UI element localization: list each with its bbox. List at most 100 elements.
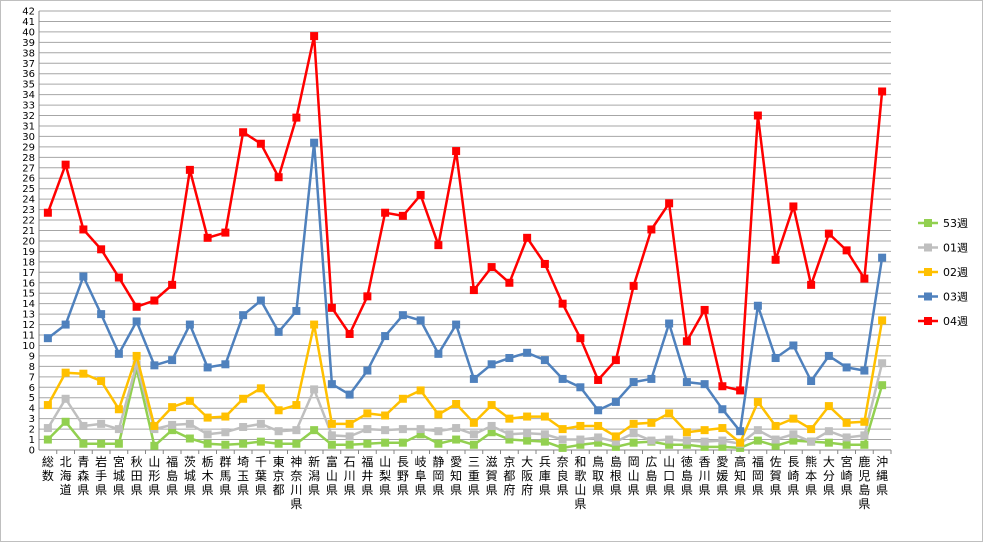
data-point — [381, 208, 390, 217]
y-tick-label: 26 — [22, 174, 35, 185]
data-point — [594, 421, 603, 430]
data-point — [487, 421, 496, 430]
data-point — [327, 380, 336, 389]
x-tick-label: 大阪府 — [521, 455, 533, 497]
data-point — [345, 419, 354, 428]
x-tick-label: 新潟県 — [308, 454, 320, 497]
data-point — [61, 160, 70, 169]
data-point — [221, 440, 230, 449]
data-point — [221, 228, 230, 237]
data-point — [878, 359, 887, 368]
x-tick-label: 総数 — [42, 455, 54, 483]
data-point — [807, 425, 816, 434]
data-point — [665, 199, 674, 208]
y-tick-label: 38 — [22, 48, 35, 59]
x-tick-label: 石川県 — [344, 455, 356, 497]
data-point — [558, 443, 567, 452]
x-tick-label: 栃木県 — [202, 455, 214, 497]
data-point — [540, 430, 549, 439]
data-point — [505, 354, 514, 363]
data-point — [79, 369, 88, 378]
legend-marker — [924, 219, 932, 227]
data-point — [363, 366, 372, 375]
y-tick-label: 4 — [29, 404, 35, 415]
data-point — [540, 412, 549, 421]
data-point — [682, 436, 691, 445]
data-point — [700, 442, 709, 451]
legend-item: 01週 — [918, 242, 968, 255]
data-point — [842, 433, 851, 442]
data-point — [523, 348, 532, 357]
data-point — [452, 147, 461, 156]
legend-marker — [924, 268, 932, 276]
data-point — [114, 425, 123, 434]
data-point — [594, 406, 603, 415]
data-point — [327, 303, 336, 312]
data-point — [771, 435, 780, 444]
data-point — [860, 440, 869, 449]
x-tick-label: 愛知県 — [450, 455, 462, 497]
data-point — [789, 202, 798, 211]
data-point — [79, 225, 88, 234]
data-point — [168, 356, 177, 365]
data-point — [487, 263, 496, 272]
data-point — [842, 363, 851, 372]
data-point — [97, 245, 106, 254]
data-point — [416, 425, 425, 434]
data-point — [665, 435, 674, 444]
data-point — [824, 229, 833, 238]
data-point — [789, 414, 798, 423]
data-point — [860, 366, 869, 375]
y-tick-label: 29 — [22, 142, 35, 153]
data-point — [523, 233, 532, 242]
data-point — [718, 405, 727, 414]
data-point — [345, 432, 354, 441]
data-point — [185, 434, 194, 443]
x-tick-label: 群馬県 — [219, 455, 231, 497]
x-tick-label: 宮城県 — [113, 454, 125, 497]
data-point — [363, 409, 372, 418]
data-point — [381, 426, 390, 435]
data-point — [469, 286, 478, 295]
data-point — [239, 439, 248, 448]
data-point — [114, 439, 123, 448]
data-point — [398, 394, 407, 403]
data-point — [789, 430, 798, 439]
data-point — [665, 319, 674, 328]
y-tick-label: 10 — [22, 341, 35, 352]
data-point — [682, 428, 691, 437]
data-point — [150, 296, 159, 305]
y-tick-label: 14 — [22, 299, 35, 310]
data-point — [79, 272, 88, 281]
x-tick-label: 愛媛県 — [716, 455, 728, 497]
data-point — [611, 356, 620, 365]
x-tick-label: 山梨県 — [379, 455, 391, 497]
data-point — [753, 111, 762, 120]
x-tick-label: 千葉県 — [255, 455, 267, 497]
data-point — [221, 360, 230, 369]
data-point — [469, 430, 478, 439]
y-tick-label: 15 — [22, 289, 35, 300]
data-point — [629, 438, 638, 447]
data-point — [203, 439, 212, 448]
data-point — [132, 317, 141, 326]
series-line — [46, 34, 884, 392]
x-tick-label: 香川県 — [699, 455, 711, 497]
data-point — [842, 246, 851, 255]
data-point — [310, 138, 319, 147]
data-point — [878, 316, 887, 325]
y-tick-label: 37 — [22, 59, 35, 70]
x-tick-label: 兵庫県 — [539, 455, 551, 497]
data-point — [487, 428, 496, 437]
data-point — [97, 439, 106, 448]
data-point — [860, 431, 869, 440]
data-point — [611, 397, 620, 406]
data-point — [310, 426, 319, 435]
legend-marker — [924, 317, 932, 325]
legend-label: 03週 — [943, 291, 968, 304]
y-tick-label: 21 — [22, 226, 35, 237]
data-point — [736, 427, 745, 436]
data-point — [292, 439, 301, 448]
x-tick-label: 島根県 — [610, 454, 622, 497]
data-point — [611, 442, 620, 451]
